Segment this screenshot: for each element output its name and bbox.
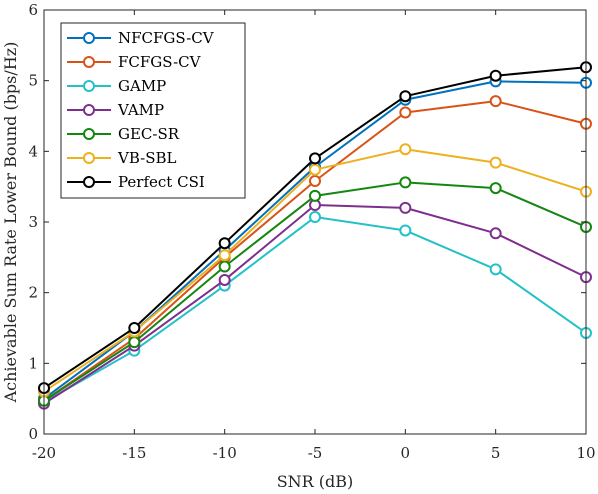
x-tick-label: 10 [576, 444, 595, 462]
data-point [218, 273, 231, 286]
legend: NFCFGS-CV FCFGS-CV GAMP VAMP GEC-SR VB-SBL Per… [60, 22, 246, 199]
x-tick-label: -5 [308, 444, 323, 462]
legend-item: VB-SBL [67, 149, 177, 167]
legend-label: FCFGS-CV [118, 53, 202, 71]
y-tick-label: 0 [28, 425, 38, 443]
data-point [399, 106, 412, 119]
legend-label: NFCFGS-CV [118, 29, 215, 47]
data-point [128, 336, 141, 349]
data-point [489, 69, 502, 82]
x-tick-label: 0 [401, 444, 411, 462]
legend-marker [83, 104, 95, 116]
x-tick-label: -15 [122, 444, 146, 462]
legend-marker [83, 32, 95, 44]
data-point [309, 189, 321, 202]
data-point [309, 163, 321, 176]
data-point [128, 322, 141, 334]
y-axis-title: Achievable Sum Rate Lower Bound (bps/Hz) [1, 42, 20, 404]
data-point [218, 249, 231, 262]
data-point [399, 201, 412, 214]
data-point [399, 143, 412, 156]
data-point [489, 95, 502, 108]
legend-item: Perfect CSI [67, 173, 205, 191]
data-point [489, 227, 502, 240]
legend-item: GAMP [67, 77, 166, 95]
x-tick-label: -20 [32, 444, 56, 462]
data-point [489, 182, 502, 195]
y-tick-label: 6 [28, 1, 38, 19]
y-tick-label: 4 [28, 142, 38, 160]
x-tick-label: 5 [491, 444, 501, 462]
legend-item: GEC-SR [67, 125, 180, 143]
legend-item: NFCFGS-CV [67, 29, 215, 47]
legend-marker [83, 176, 95, 188]
y-tick-label: 2 [28, 284, 38, 302]
data-point [489, 156, 502, 169]
legend-label: GEC-SR [118, 125, 180, 143]
legend-marker [83, 128, 95, 140]
data-point [399, 224, 412, 237]
legend-label: Perfect CSI [118, 173, 205, 191]
legend-label: GAMP [118, 77, 166, 95]
data-point [309, 211, 321, 224]
legend-item: VAMP [67, 101, 164, 119]
legend-item: FCFGS-CV [67, 53, 202, 71]
x-tick-label: -10 [213, 444, 237, 462]
data-point [309, 152, 321, 165]
axes-box [43, 9, 587, 435]
data-point [218, 237, 231, 250]
x-axis-title: SNR (dB) [277, 472, 354, 491]
data-point [399, 176, 412, 189]
y-tick-label: 1 [28, 354, 38, 372]
legend-marker [83, 80, 95, 92]
y-tick-label: 3 [28, 213, 38, 231]
legend-marker [83, 56, 95, 68]
legend-label: VB-SBL [117, 149, 177, 167]
legend-marker [83, 152, 95, 164]
y-tick-label: 5 [28, 72, 38, 90]
data-point [399, 90, 412, 103]
data-point [309, 175, 321, 188]
data-point [218, 260, 231, 273]
data-layer [38, 61, 592, 410]
data-point [489, 263, 502, 276]
legend-label: VAMP [117, 101, 164, 119]
